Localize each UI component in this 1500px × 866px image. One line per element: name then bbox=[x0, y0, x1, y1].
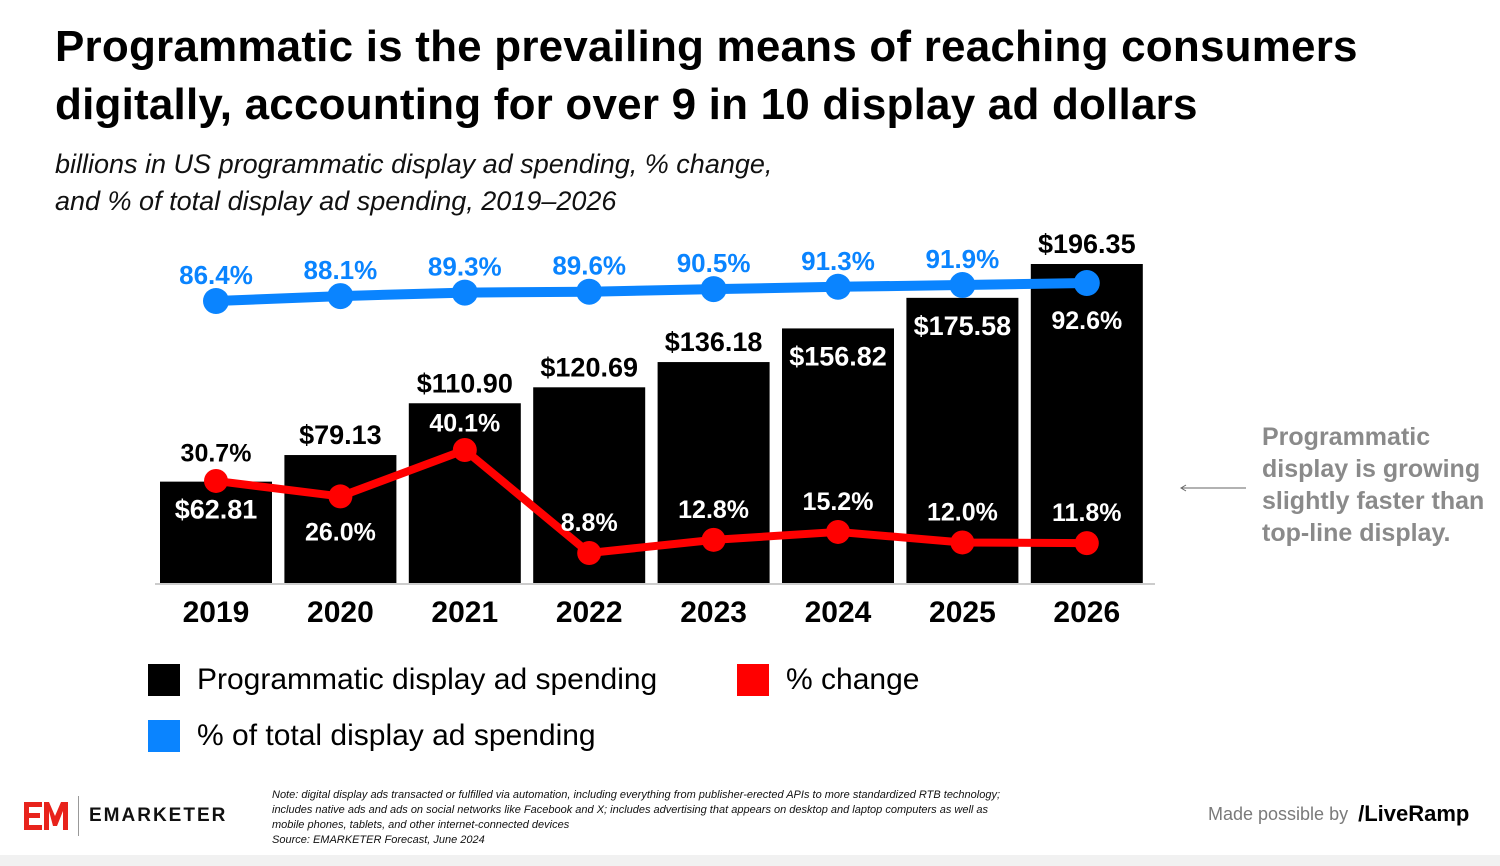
bar-value-label: $79.13 bbox=[299, 420, 382, 450]
share-value-label: 90.5% bbox=[677, 248, 751, 278]
share-point bbox=[1073, 270, 1100, 297]
subtitle-line-2: and % of total display ad spending, 2019… bbox=[55, 186, 617, 216]
bar-value-label: $196.35 bbox=[1038, 229, 1136, 259]
side-annotation: Programmatic display is growing slightly… bbox=[1262, 423, 1485, 547]
share-value-label: 91.9% bbox=[926, 244, 1000, 274]
change-point bbox=[452, 438, 477, 463]
liveramp-logo: /LiveRamp bbox=[1358, 801, 1470, 826]
bar bbox=[160, 481, 272, 584]
share-value-label: 92.6% bbox=[1051, 307, 1122, 335]
legend-swatch-blue bbox=[148, 720, 180, 752]
change-value-label: 12.8% bbox=[678, 496, 749, 524]
bottom-bar bbox=[0, 855, 1500, 866]
x-tick-label: 2021 bbox=[431, 596, 498, 629]
change-series bbox=[204, 438, 1099, 565]
legend-swatch-black bbox=[148, 664, 180, 696]
share-value-label: 86.4% bbox=[179, 260, 253, 290]
share-point bbox=[451, 279, 478, 306]
change-point bbox=[577, 541, 602, 565]
change-value-label: 40.1% bbox=[429, 409, 500, 437]
chart-subtitle: billions in US programmatic display ad s… bbox=[55, 146, 955, 220]
bar bbox=[284, 455, 397, 584]
x-tick-label: 2025 bbox=[929, 596, 996, 629]
footnote: Note: digital display ads transacted or … bbox=[272, 788, 1122, 848]
share-series bbox=[203, 270, 1100, 314]
share-point bbox=[825, 273, 851, 300]
legend-label-share: % of total display ad spending bbox=[197, 719, 596, 752]
x-tick-label: 2020 bbox=[307, 596, 374, 629]
change-point bbox=[204, 468, 228, 493]
source-line: Source: EMARKETER Forecast, June 2024 bbox=[272, 834, 485, 846]
change-value-label: 11.8% bbox=[1052, 499, 1122, 527]
change-value-label: 15.2% bbox=[803, 488, 874, 516]
logo-divider bbox=[78, 796, 79, 836]
legend-item-change: % change bbox=[737, 663, 919, 697]
arrow-icon bbox=[1180, 484, 1246, 492]
x-tick-label: 2026 bbox=[1053, 596, 1120, 629]
legend-item-share: % of total display ad spending bbox=[148, 719, 596, 753]
bar-value-label: $175.58 bbox=[914, 311, 1012, 341]
share-point bbox=[949, 272, 976, 299]
share-value-label: 89.6% bbox=[552, 251, 626, 281]
share-value-label: 91.3% bbox=[801, 246, 875, 276]
share-line bbox=[211, 278, 1092, 306]
data-labels: $62.81 $79.13 $110.90 $120.69 $136.18 $156.82… bbox=[175, 229, 1136, 546]
change-value-label: 12.0% bbox=[927, 498, 998, 526]
x-tick-label: 2024 bbox=[805, 596, 872, 629]
bar bbox=[1030, 264, 1143, 584]
share-point bbox=[576, 278, 603, 305]
legend-item-spending: Programmatic display ad spending bbox=[148, 663, 657, 697]
footnote-line: mobile phones, tablets, and other intern… bbox=[272, 819, 570, 831]
share-point bbox=[327, 283, 354, 310]
legend-swatch-red bbox=[737, 664, 769, 696]
change-point bbox=[950, 530, 975, 555]
credit-text: Made possible by bbox=[1208, 803, 1349, 824]
change-point bbox=[1074, 531, 1099, 556]
change-value-label: 26.0% bbox=[305, 518, 376, 546]
subtitle-line-1: billions in US programmatic display ad s… bbox=[55, 149, 773, 179]
bar-value-label: $120.69 bbox=[540, 352, 638, 382]
x-tick-label: 2023 bbox=[680, 596, 747, 629]
bar bbox=[408, 403, 521, 584]
change-point bbox=[826, 519, 850, 544]
share-point bbox=[203, 288, 229, 314]
bar-value-label: $110.90 bbox=[417, 368, 513, 398]
change-value-label: 30.7% bbox=[181, 440, 252, 468]
em-logo-icon bbox=[24, 802, 68, 830]
bar-value-label: $156.82 bbox=[789, 341, 887, 371]
bar-value-label: $136.18 bbox=[665, 327, 763, 357]
x-tick-label: 2022 bbox=[556, 596, 623, 629]
share-value-label: 89.3% bbox=[428, 252, 502, 282]
change-point bbox=[701, 527, 726, 552]
bar-value-label: $62.81 bbox=[175, 495, 258, 525]
footnote-line: includes native ads and ads on social ne… bbox=[272, 804, 989, 816]
footnote-line: Note: digital display ads transacted or … bbox=[272, 789, 1001, 801]
x-axis-ticks: 2019 2020 2021 2022 2023 2024 2025 2026 bbox=[183, 596, 1121, 629]
emarketer-logo[interactable]: EMARKETER bbox=[22, 796, 227, 836]
chart-title: Programmatic is the prevailing means of … bbox=[55, 22, 1358, 129]
share-point bbox=[700, 276, 727, 303]
change-value-label: 8.8% bbox=[561, 509, 618, 537]
change-point bbox=[328, 484, 353, 509]
logo-text: EMARKETER bbox=[89, 805, 228, 826]
legend-label-spending: Programmatic display ad spending bbox=[197, 663, 658, 696]
x-tick-label: 2019 bbox=[183, 596, 250, 629]
change-line bbox=[212, 446, 1091, 557]
share-value-label: 88.1% bbox=[304, 255, 378, 285]
sponsor-credit[interactable]: Made possible by /LiveRamp bbox=[1208, 801, 1469, 827]
legend-label-change: % change bbox=[786, 663, 920, 696]
